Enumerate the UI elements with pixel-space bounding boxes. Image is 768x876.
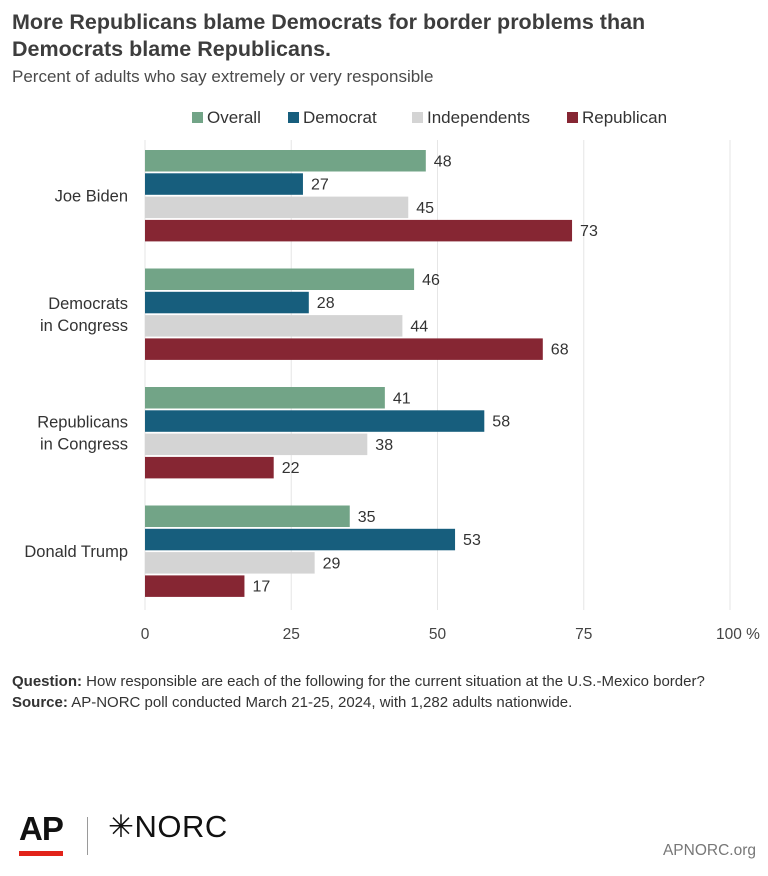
bar-value-label: 27 bbox=[311, 177, 329, 194]
norc-logo: ✳NORC bbox=[108, 809, 228, 844]
bar-value-label: 58 bbox=[492, 414, 510, 431]
x-axis-ticks: 0 25 50 75 100 % bbox=[141, 626, 761, 643]
bar-overall bbox=[145, 387, 385, 409]
bar-democrat bbox=[145, 528, 456, 551]
bar-value-label: 73 bbox=[580, 223, 598, 240]
question-label: Question: bbox=[12, 673, 82, 690]
bar-value-label: 28 bbox=[317, 295, 335, 312]
x-tick-label: 0 bbox=[141, 626, 150, 643]
category-label: Republicans bbox=[37, 414, 128, 432]
chart-subtitle: Percent of adults who say extremely or v… bbox=[12, 67, 434, 86]
ap-logo-underline bbox=[19, 851, 63, 856]
bar-independents bbox=[145, 433, 368, 456]
bar-democrat bbox=[145, 291, 309, 314]
x-tick-label: 75 bbox=[575, 626, 592, 643]
bar-value-label: 41 bbox=[393, 390, 411, 407]
question-text: How responsible are each of the followin… bbox=[86, 673, 705, 690]
category-label: in Congress bbox=[40, 436, 128, 454]
bar-value-label: 44 bbox=[410, 318, 428, 335]
bar-independents bbox=[145, 552, 315, 574]
legend-label-republican: Republican bbox=[582, 108, 667, 127]
bar-republican bbox=[145, 575, 245, 597]
bar-value-label: 53 bbox=[463, 532, 481, 549]
bar-democrat bbox=[145, 173, 303, 195]
footer-url: APNORC.org bbox=[662, 842, 756, 859]
chart-notes: Question: How responsible are each of th… bbox=[12, 671, 752, 713]
bar-republican bbox=[145, 456, 274, 479]
category-label: Joe Biden bbox=[55, 188, 128, 206]
source-label: Source: bbox=[12, 694, 68, 711]
logo-divider bbox=[87, 817, 88, 855]
x-tick-label: 100 % bbox=[716, 626, 760, 643]
chart-legend: Overall Democrat Independents Republican bbox=[192, 108, 667, 127]
category-label: Democrats bbox=[48, 295, 128, 313]
legend-swatch-republican bbox=[567, 112, 578, 123]
bar-value-label: 17 bbox=[252, 579, 270, 596]
category-label: in Congress bbox=[40, 317, 128, 335]
legend-swatch-independents bbox=[412, 112, 423, 123]
source-text: AP-NORC poll conducted March 21-25, 2024… bbox=[71, 694, 573, 711]
bar-democrat bbox=[145, 410, 485, 432]
bar-chart: Overall Democrat Independents Republican 48… bbox=[24, 108, 761, 643]
source-note: Source: AP-NORC poll conducted March 21-… bbox=[12, 692, 752, 713]
x-tick-label: 25 bbox=[283, 626, 300, 643]
legend-label-overall: Overall bbox=[207, 108, 261, 127]
bar-value-label: 45 bbox=[416, 200, 434, 217]
legend-label-independents: Independents bbox=[427, 108, 530, 127]
category-labels: Joe Biden Democrats in Congress Republicans… bbox=[24, 188, 128, 562]
bar-independents bbox=[145, 315, 403, 337]
bar-overall bbox=[145, 505, 350, 527]
bar-value-label: 48 bbox=[434, 153, 452, 170]
bar-value-label: 29 bbox=[323, 555, 341, 572]
bar-republican bbox=[145, 219, 573, 242]
legend-swatch-overall bbox=[192, 112, 203, 123]
legend-swatch-democrat bbox=[288, 112, 299, 123]
bar-overall bbox=[145, 150, 426, 172]
legend-label-democrat: Democrat bbox=[303, 108, 377, 127]
ap-logo: AP bbox=[19, 810, 64, 847]
chart-bars: 48 27 45 73 46 28 44 68 41 58 38 22 35 53 29 17 bbox=[145, 150, 598, 597]
question-note: Question: How responsible are each of th… bbox=[12, 671, 752, 692]
category-label: Donald Trump bbox=[24, 543, 128, 561]
bar-republican bbox=[145, 338, 543, 360]
bar-value-label: 22 bbox=[282, 460, 300, 477]
bar-value-label: 46 bbox=[422, 272, 440, 289]
bar-overall bbox=[145, 268, 415, 290]
x-tick-label: 50 bbox=[429, 626, 447, 643]
chart-title: More Republicans blame Democrats for bor… bbox=[12, 10, 646, 61]
bar-value-label: 35 bbox=[358, 509, 376, 526]
bar-independents bbox=[145, 196, 409, 219]
bar-value-label: 68 bbox=[551, 342, 569, 359]
bar-value-label: 38 bbox=[375, 437, 393, 454]
